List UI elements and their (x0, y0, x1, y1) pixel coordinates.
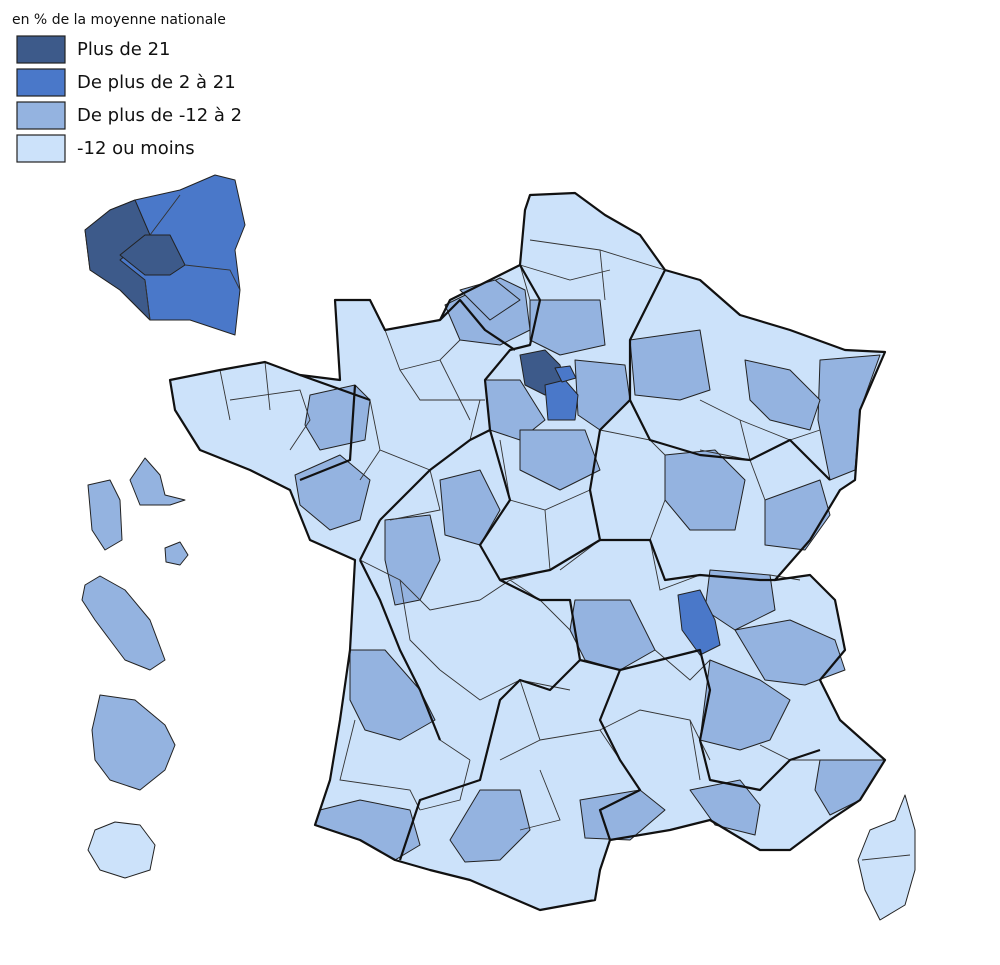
legend-label: -12 ou moins (77, 138, 195, 159)
guadeloupe (129, 457, 186, 506)
department-border (384, 329, 461, 371)
mainland (169, 192, 886, 911)
department-border (519, 264, 531, 301)
martinique (81, 575, 166, 671)
legend-swatch (16, 134, 66, 163)
department-border (499, 439, 591, 511)
department-border (649, 539, 701, 591)
department-border (399, 369, 485, 401)
department (519, 429, 601, 491)
legend-label: Plus de 21 (77, 39, 171, 60)
department-border (689, 719, 701, 781)
department-border (749, 459, 766, 501)
mainland-outline (168, 191, 887, 912)
department-border (399, 579, 441, 671)
region-border (398, 579, 582, 861)
department-border (339, 719, 421, 811)
department-border (359, 449, 381, 481)
guyane (91, 694, 176, 791)
department-border (419, 759, 471, 811)
region-border (299, 384, 357, 482)
department (817, 354, 881, 481)
department-border (184, 264, 241, 291)
department-border (439, 669, 571, 701)
region-border (600, 538, 775, 582)
guadeloupe (164, 541, 189, 566)
region-border (379, 264, 542, 521)
region-border (579, 648, 821, 792)
department (744, 359, 821, 431)
region-border (439, 298, 516, 351)
department (677, 589, 721, 656)
department (449, 789, 531, 863)
legend-swatch (16, 68, 66, 97)
reunion (87, 821, 156, 879)
department (629, 329, 711, 401)
department-border (264, 361, 271, 411)
department (439, 469, 501, 546)
department-border (479, 579, 571, 631)
department (734, 619, 846, 686)
department-border (599, 249, 606, 301)
department (304, 384, 371, 451)
territories (81, 174, 916, 921)
legend-swatch (16, 35, 66, 64)
department-border (359, 559, 481, 611)
department-border (861, 854, 911, 861)
legend-title: en % de la moyenne nationale (12, 12, 226, 28)
legend-label: De plus de -12 à 2 (77, 105, 242, 126)
department (554, 365, 577, 383)
region-border (359, 519, 381, 561)
legend: Plus de 21 De plus de 2 à 21 De plus de -1… (16, 35, 242, 163)
department (349, 649, 436, 741)
legend-label: De plus de 2 à 21 (77, 72, 236, 93)
legend-swatch (16, 101, 66, 130)
region-border (629, 399, 831, 481)
department-border (519, 264, 611, 281)
department (529, 299, 606, 356)
inset-paris-dept (84, 199, 151, 321)
region-border (598, 669, 642, 841)
department (579, 789, 666, 841)
region-border (359, 559, 442, 741)
department-border (439, 359, 471, 421)
department-border (144, 279, 151, 321)
department-border (149, 194, 181, 236)
department-border (519, 769, 561, 831)
department-border (699, 399, 751, 461)
department-border (389, 469, 441, 521)
region-border (299, 373, 371, 402)
department-border (229, 389, 311, 451)
department-border (219, 369, 231, 421)
department (689, 779, 761, 836)
guadeloupe (87, 479, 123, 551)
department (814, 759, 886, 816)
